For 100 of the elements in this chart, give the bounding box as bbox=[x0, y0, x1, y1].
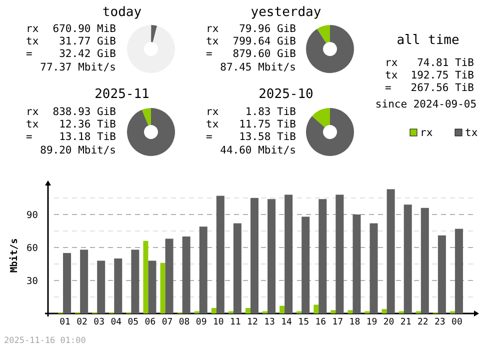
bar bbox=[199, 226, 208, 314]
text: rx bbox=[26, 106, 39, 118]
bar bbox=[420, 208, 429, 314]
x-tick-label: 11 bbox=[230, 318, 241, 328]
bar bbox=[182, 236, 190, 314]
text: 1.83 TiB bbox=[245, 106, 296, 118]
bar bbox=[352, 214, 361, 314]
text: tx bbox=[385, 70, 398, 82]
x-tick-label: 17 bbox=[332, 318, 344, 328]
bar bbox=[114, 258, 122, 314]
text: 31.77 GiB bbox=[59, 36, 116, 48]
x-tick-label: 00 bbox=[452, 318, 462, 328]
donut-slice bbox=[317, 25, 330, 44]
text: 32.42 GiB bbox=[59, 48, 116, 60]
chart-title: 2025-10 bbox=[258, 87, 314, 102]
x-tick-label: 20 bbox=[383, 318, 394, 328]
y-axis-title: Mbit/s bbox=[9, 238, 20, 273]
text: 87.45 Mbit/s bbox=[220, 62, 296, 74]
text: 13.18 TiB bbox=[59, 131, 116, 143]
bar bbox=[148, 260, 156, 314]
x-tick-label: 02 bbox=[76, 318, 88, 328]
text: 89.20 Mbit/s bbox=[40, 144, 116, 156]
x-tick-label: 06 bbox=[144, 318, 156, 328]
bar bbox=[245, 308, 250, 314]
x-tick-label: 09 bbox=[196, 318, 207, 328]
legend-label: rx bbox=[420, 127, 433, 139]
chart-title: today bbox=[102, 5, 142, 20]
text: 879.60 GiB bbox=[232, 48, 296, 60]
text: 13.58 TiB bbox=[239, 131, 296, 143]
x-tick-label: 16 bbox=[315, 318, 326, 328]
bar bbox=[438, 235, 446, 314]
x-tick-label: 03 bbox=[94, 318, 105, 328]
x-tick-label: 18 bbox=[349, 318, 360, 328]
text: 838.93 GiB bbox=[52, 106, 116, 118]
x-tick-label: 13 bbox=[264, 318, 275, 328]
bar bbox=[330, 310, 336, 314]
bar bbox=[454, 228, 463, 314]
bar bbox=[348, 310, 353, 314]
bar bbox=[80, 250, 88, 314]
text: 77.37 Mbit/s bbox=[40, 62, 116, 74]
bar bbox=[97, 260, 106, 314]
bar bbox=[233, 223, 242, 314]
chart-title: yesterday bbox=[250, 5, 322, 20]
x-tick-label: 21 bbox=[400, 318, 412, 328]
text: all time bbox=[396, 33, 460, 48]
text: rx bbox=[385, 57, 398, 69]
text: 267.56 TiB bbox=[410, 82, 474, 94]
bar bbox=[143, 240, 148, 314]
bar bbox=[314, 304, 319, 314]
x-tick-label: 12 bbox=[247, 318, 258, 328]
x-tick-label: 22 bbox=[417, 318, 428, 328]
x-tick-label: 14 bbox=[281, 318, 292, 328]
bar bbox=[302, 216, 310, 314]
bar bbox=[216, 196, 224, 314]
donut-slice bbox=[312, 108, 330, 128]
text: tx bbox=[26, 36, 39, 48]
text: 74.81 TiB bbox=[417, 57, 474, 69]
donut-slice bbox=[127, 25, 175, 73]
y-tick-label: 60 bbox=[26, 243, 38, 254]
text: 79.96 GiB bbox=[239, 23, 296, 35]
text: tx bbox=[206, 36, 219, 48]
bar bbox=[382, 309, 387, 314]
bar bbox=[63, 253, 72, 314]
bar bbox=[268, 199, 276, 314]
bar bbox=[280, 306, 285, 314]
x-tick-label: 05 bbox=[128, 318, 139, 328]
text: = bbox=[385, 82, 392, 94]
donut-slice bbox=[151, 25, 157, 42]
donut-slice bbox=[306, 25, 354, 73]
text: 799.64 GiB bbox=[232, 36, 296, 48]
x-tick-label: 10 bbox=[212, 318, 224, 328]
text: tx bbox=[26, 118, 39, 130]
bar bbox=[160, 262, 166, 314]
donut-slice bbox=[306, 108, 354, 156]
text: tx bbox=[206, 118, 219, 130]
bar bbox=[370, 223, 378, 314]
text: rx bbox=[26, 23, 39, 35]
text: rx bbox=[206, 23, 219, 35]
text: 192.75 TiB bbox=[410, 70, 474, 82]
y-tick-label: 30 bbox=[26, 276, 38, 287]
x-tick-label: 04 bbox=[110, 318, 122, 328]
x-tick-label: 08 bbox=[178, 318, 190, 328]
x-tick-label: 23 bbox=[434, 318, 446, 328]
text: = bbox=[26, 48, 32, 60]
text: 2025-11-16 01:00 bbox=[4, 336, 86, 346]
x-tick-label: 15 bbox=[298, 318, 310, 328]
text: 44.60 Mbit/s bbox=[220, 144, 296, 156]
bar bbox=[250, 198, 258, 314]
text: 12.36 TiB bbox=[59, 118, 116, 130]
x-tick-label: 01 bbox=[60, 318, 70, 328]
text: rx bbox=[206, 106, 219, 118]
text: = bbox=[26, 131, 32, 143]
donut-slice bbox=[142, 108, 151, 126]
bar bbox=[284, 194, 293, 314]
chart-title: 2025-11 bbox=[94, 87, 150, 102]
bar bbox=[165, 238, 174, 314]
bar bbox=[318, 199, 327, 314]
text: 670.90 MiB bbox=[52, 23, 116, 35]
donut-slice bbox=[127, 108, 175, 156]
y-tick-label: 90 bbox=[26, 210, 38, 221]
